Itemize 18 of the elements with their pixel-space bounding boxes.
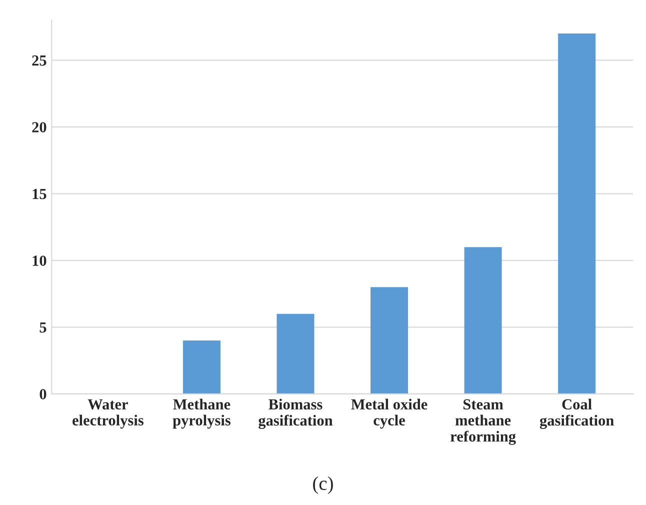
bar [464,247,502,394]
bar [558,34,596,394]
bar [182,340,220,394]
x-tick-label: Water electrolysis [72,399,144,429]
text: (c) [313,476,333,494]
bar [370,287,408,394]
y-tick-label: 0 [40,389,46,400]
bar [276,314,314,394]
x-tick-label: Coal gasification [540,398,614,429]
y-tick-label: 20 [32,122,46,132]
x-tick-label: Methane pyrolysis [172,398,230,429]
y-tick-label: 10 [32,256,46,266]
x-tick-label: Steam methane reforming [450,399,516,445]
x-tick-label: Biomass gasification [258,398,333,429]
y-tick-label: 5 [40,322,46,333]
y-tick-label: 25 [32,55,46,66]
y-tick-label: 15 [32,188,46,200]
x-tick-label: Metal oxide cycle [351,398,428,429]
